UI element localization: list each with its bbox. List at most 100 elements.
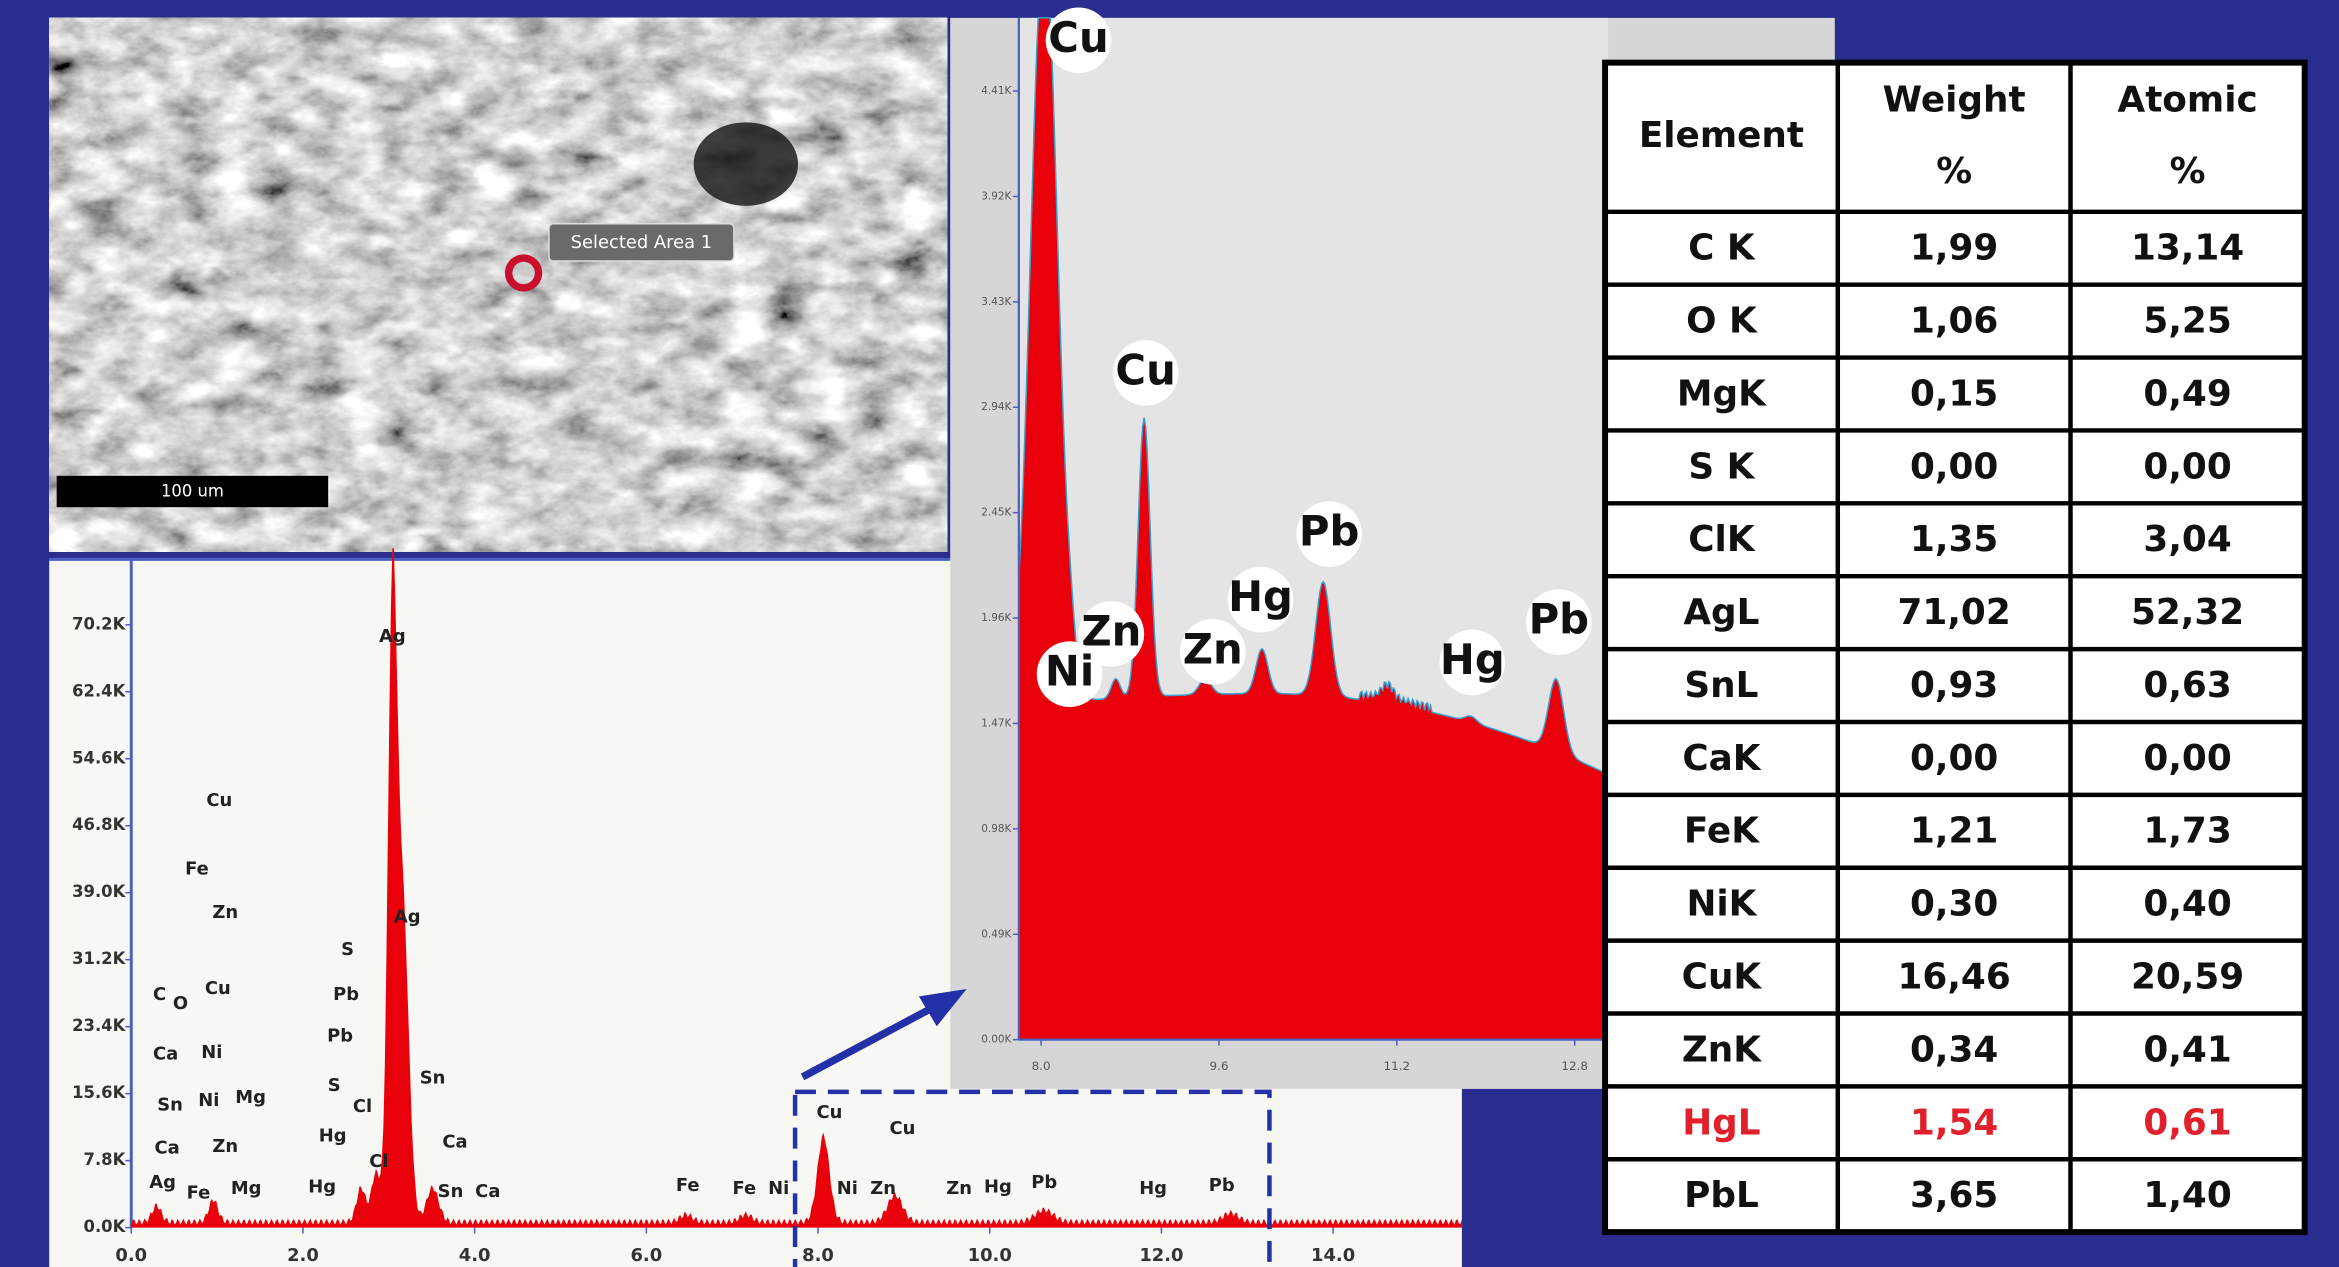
header-cell: % <box>1936 151 1972 192</box>
peak-badge <box>1078 601 1145 667</box>
y-tick-label: 0.0K <box>84 1217 127 1236</box>
table-cell: 3,04 <box>2143 519 2231 560</box>
x-tick-label: 10.0 <box>968 1245 1012 1266</box>
peak-label: Mg <box>231 1178 262 1199</box>
peak-label: Zn <box>946 1178 972 1199</box>
x-tick-label: 12.0 <box>1139 1245 1183 1266</box>
peak-badge <box>1227 566 1294 633</box>
x-tick-label: 9.6 <box>1209 1059 1228 1073</box>
peak-label: Hg <box>308 1176 336 1197</box>
y-tick-label: 7.8K <box>84 1150 127 1169</box>
peak-label: Cl <box>369 1151 388 1172</box>
area-label-box <box>548 223 735 262</box>
y-tick-label: 0.00K <box>981 1034 1012 1046</box>
y-tick-label: 62.4K <box>72 681 126 700</box>
arrow-head <box>918 988 967 1027</box>
table-cell: 0,41 <box>2143 1029 2231 1070</box>
peak-badge <box>1036 641 1103 708</box>
table-cell: 16,46 <box>1898 957 2011 998</box>
x-tick-label: 8.0 <box>1032 1059 1051 1073</box>
y-tick-label: 3.92K <box>981 190 1012 202</box>
table-cell: HgL <box>1682 1102 1760 1143</box>
y-tick-label: 4.41K <box>981 85 1012 97</box>
peak-label: Mg <box>235 1087 266 1108</box>
peak-label: Sn <box>420 1067 446 1088</box>
peak-label: Ni <box>198 1090 219 1111</box>
table-cell: AgL <box>1683 592 1759 633</box>
peak-label: Zn <box>212 1136 238 1157</box>
table-cell: C K <box>1688 228 1756 269</box>
peak-label: Pb <box>1031 1172 1057 1193</box>
peak-badge <box>1439 629 1506 696</box>
peak-label: Hg <box>319 1126 347 1147</box>
peak-label: Hg <box>984 1176 1012 1197</box>
peak-label: Fe <box>733 1178 757 1199</box>
x-tick-label: 6.0 <box>630 1245 662 1266</box>
peak-label: Fe <box>185 859 209 880</box>
table-cell: NiK <box>1686 884 1757 925</box>
peak-label: Ni <box>837 1178 858 1199</box>
peak-label: Hg <box>1139 1178 1167 1199</box>
table-cell: 3,65 <box>1910 1175 1998 1216</box>
arrow-shaft <box>800 1000 942 1081</box>
table-cell: CuK <box>1682 957 1763 998</box>
peak-label: Cu <box>1048 13 1108 62</box>
y-tick-label: 2.94K <box>981 401 1012 413</box>
peak-label: C <box>153 984 166 1005</box>
peak-label: Fe <box>676 1175 700 1196</box>
table-cell: SnL <box>1684 665 1758 706</box>
table-cell: 1,21 <box>1910 811 1998 852</box>
table-cell: 1,73 <box>2143 811 2231 852</box>
peak-label: Cu <box>890 1118 916 1139</box>
y-tick-label: 15.6K <box>72 1083 126 1102</box>
peak-label: Cl <box>353 1096 372 1117</box>
table-cell: 0,00 <box>1910 446 1998 487</box>
table-cell: 20,59 <box>2131 957 2244 998</box>
peak-label: Sn <box>157 1094 183 1115</box>
table-cell: 1,40 <box>2143 1175 2231 1216</box>
peak-label: O <box>173 993 188 1014</box>
peak-label: Ni <box>201 1042 222 1063</box>
y-tick-label: 39.0K <box>72 882 126 901</box>
table-cell: 0,40 <box>2143 884 2231 925</box>
peak-label: Pb <box>1299 507 1360 556</box>
x-tick-label: 12.8 <box>1561 1059 1588 1073</box>
y-tick-label: 3.43K <box>981 296 1012 308</box>
area-label: Selected Area 1 <box>571 232 712 253</box>
table-cell: 5,25 <box>2143 301 2231 342</box>
zoom-region <box>792 1089 1272 1267</box>
peak-label: Ca <box>475 1181 500 1202</box>
y-tick-label: 2.45K <box>981 507 1012 519</box>
table-cell: 0,63 <box>2143 665 2231 706</box>
peak-label: Zn <box>1081 606 1141 655</box>
table-cell: 1,06 <box>1910 301 1998 342</box>
peak-badge <box>1526 589 1592 655</box>
peak-label: Ag <box>149 1172 176 1193</box>
x-tick-label: 4.0 <box>459 1245 491 1266</box>
peak-label: Pb <box>1529 595 1590 644</box>
header-cell: Element <box>1639 115 1804 156</box>
table-cell: 52,32 <box>2131 592 2244 633</box>
y-tick-label: 54.6K <box>72 748 126 767</box>
peak-label: Fe <box>187 1182 211 1203</box>
header-cell: Weight <box>1883 79 2026 120</box>
zoom-curve <box>1018 17 1609 1041</box>
peak-badge <box>1179 619 1246 685</box>
peak-label: Zn <box>870 1178 896 1199</box>
y-tick-label: 1.47K <box>981 717 1012 729</box>
table-cell: 1,35 <box>1910 519 1998 560</box>
peak-label: Zn <box>212 902 238 923</box>
table-cell: 1,99 <box>1910 228 1998 269</box>
table-cell: S K <box>1688 446 1755 487</box>
peak-label: Ca <box>442 1132 467 1153</box>
peak-badge <box>1045 7 1112 74</box>
x-tick-label: 8.0 <box>802 1245 834 1266</box>
y-tick-label: 70.2K <box>72 614 126 633</box>
table-cell: ZnK <box>1682 1029 1762 1070</box>
peak-label: Pb <box>327 1026 353 1047</box>
peak-badge <box>1112 340 1179 406</box>
peak-label: Ag <box>379 626 406 647</box>
table-cell: PbL <box>1684 1175 1759 1216</box>
selected-area-marker <box>504 254 543 292</box>
